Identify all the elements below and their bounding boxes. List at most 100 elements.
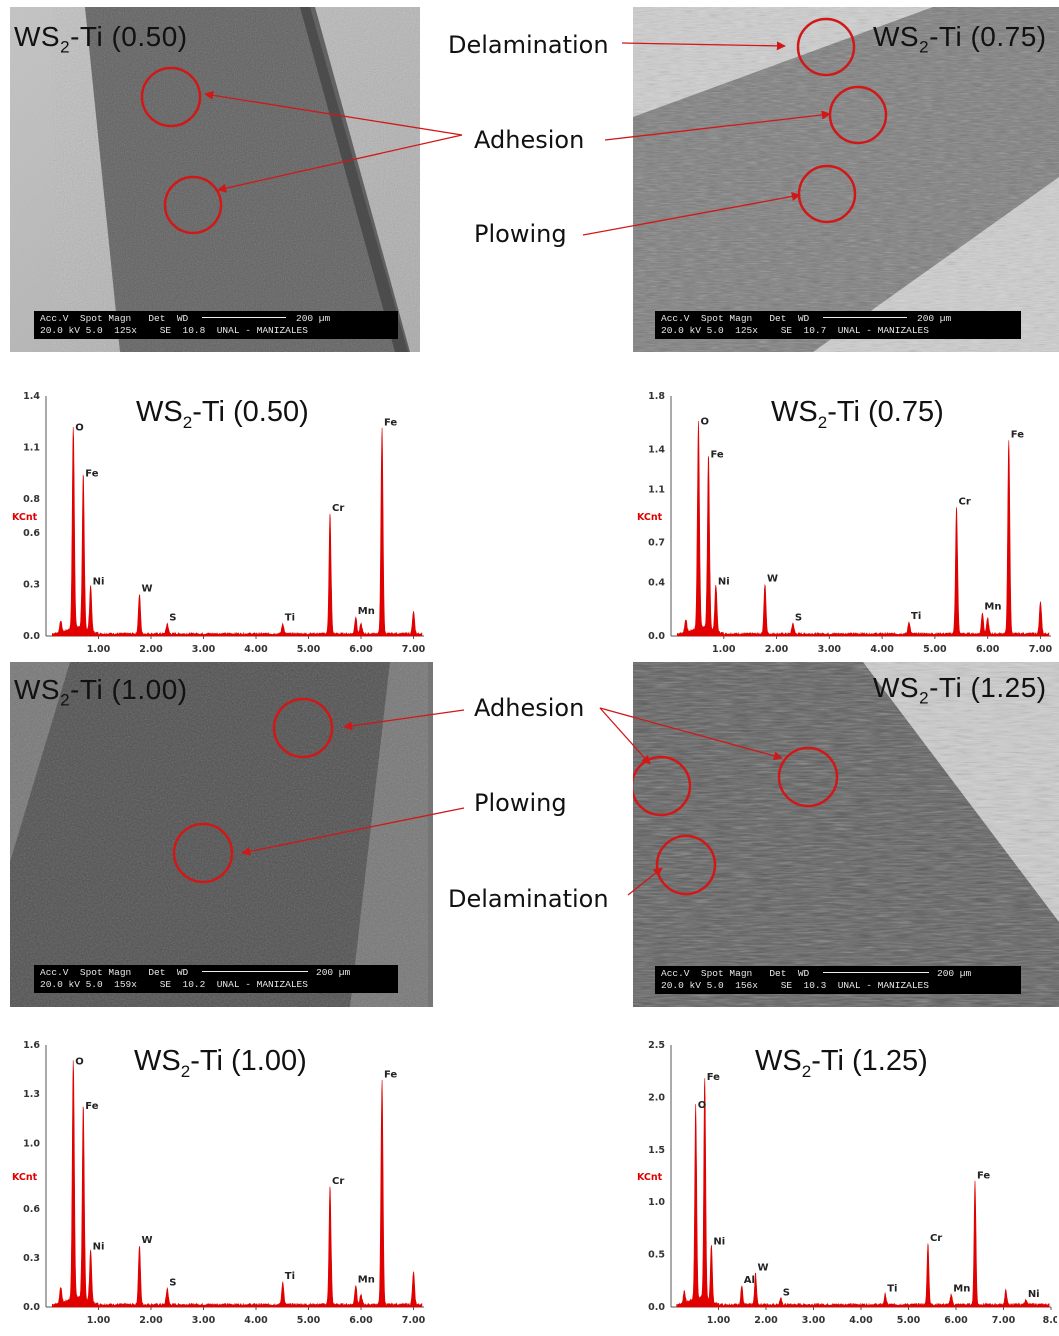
y-tick-label: 0.7: [648, 538, 665, 549]
eds-title: WS2-Ti (1.25): [755, 1045, 928, 1081]
x-tick-label: 1.00: [87, 644, 111, 655]
eds-spectrum-125: 0.0 0.5 1.0 1.5 2.0 2.5 KCnt 1.00 2.00 3.00 4.00 5.…: [633, 1037, 1059, 1331]
x-tick-label: 6.00: [976, 644, 1000, 655]
scale-label: 200 µm: [937, 968, 972, 979]
peak-label: O: [700, 416, 709, 427]
spectrum-area: [676, 1078, 1050, 1308]
x-tick-label: 4.00: [244, 1315, 268, 1326]
y-axis-label: KCnt: [12, 1172, 38, 1183]
spectrum-area: [52, 1060, 423, 1308]
peak-label: O: [75, 422, 84, 433]
y-tick-label: 2.0: [648, 1092, 665, 1103]
peak-label: S: [795, 612, 802, 623]
x-tick-label: 1.00: [712, 644, 736, 655]
x-tick-label: 5.00: [297, 1315, 321, 1326]
peak-label: Mn: [358, 1274, 375, 1285]
y-tick-label: 2.5: [648, 1040, 665, 1051]
y-tick-label: 0.3: [23, 580, 40, 591]
sem-texture: [10, 7, 420, 352]
x-tick-label: 2.00: [139, 644, 163, 655]
x-tick-label: 2.00: [754, 1315, 778, 1326]
x-tick-label: 6.00: [349, 1315, 373, 1326]
peak-label: O: [75, 1057, 84, 1068]
peak-label: O: [698, 1100, 707, 1111]
y-tick-label: 1.8: [648, 391, 665, 402]
x-tick-label: 3.00: [192, 644, 216, 655]
label-adhesion-bottom: Adhesion: [474, 694, 585, 722]
sem-texture: [10, 662, 433, 1007]
peak-label: Cr: [959, 496, 971, 507]
x-tick-label: 7.00: [1029, 644, 1053, 655]
peak-label: Fe: [85, 469, 98, 480]
peak-label: Cr: [332, 503, 344, 514]
sem-databar: Acc.V Spot Magn Det WD 20.0 kV 5.0 156x …: [655, 966, 1021, 994]
sem-texture: [633, 7, 1059, 352]
y-tick-label: 1.0: [648, 1197, 665, 1208]
sem-title: WS2-Ti (1.25): [873, 672, 1047, 708]
peak-label: Fe: [384, 1070, 397, 1081]
peak-label: Fe: [384, 417, 397, 428]
y-tick-label: 1.4: [23, 391, 40, 402]
sem-databar: Acc.V Spot Magn Det WD 20.0 kV 5.0 125x …: [655, 311, 1021, 339]
peak-label: Fe: [1011, 430, 1024, 441]
peak-label: W: [141, 1235, 152, 1246]
scale-label: 200 µm: [296, 313, 331, 324]
peak-label: S: [169, 1278, 176, 1289]
annotation-circle: [777, 746, 839, 808]
x-tick-label: 8.0: [1043, 1315, 1057, 1326]
peak-label: Ti: [285, 613, 295, 624]
label-delamination-top: Delamination: [448, 31, 609, 59]
x-tick-label: 5.00: [897, 1315, 921, 1326]
peak-label: Ni: [718, 576, 730, 587]
x-tick-label: 4.00: [849, 1315, 873, 1326]
peak-label: W: [758, 1263, 769, 1274]
x-tick-label: 5.00: [297, 644, 321, 655]
peak-label: Ni: [713, 1236, 725, 1247]
peak-label: Ti: [911, 611, 921, 622]
peak-label: Cr: [930, 1233, 942, 1244]
eds-title: WS2-Ti (0.75): [771, 396, 944, 432]
annotation-circle: [655, 834, 717, 896]
y-tick-label: 0.0: [648, 631, 665, 642]
y-tick-label: 0.4: [648, 578, 665, 589]
scale-bar: [823, 317, 907, 318]
scale-bar: [202, 971, 308, 972]
peak-label: Cr: [332, 1176, 344, 1187]
x-tick-label: 2.00: [139, 1315, 163, 1326]
peak-label: Ni: [93, 1242, 105, 1253]
x-tick-label: 7.00: [402, 1315, 426, 1326]
peak-label: Fe: [707, 1072, 720, 1083]
sem-image-100: WS2-Ti (1.00) Acc.V Spot Magn Det WD 20.…: [10, 662, 433, 1007]
peak-label: Mn: [358, 606, 375, 617]
sem-image-125: WS2-Ti (1.25) Acc.V Spot Magn Det WD 20.…: [633, 662, 1059, 1007]
annotation-circle: [172, 822, 234, 884]
y-tick-label: 1.4: [648, 444, 665, 455]
y-axis-label: KCnt: [637, 1172, 663, 1183]
x-tick-label: 1.00: [87, 1315, 111, 1326]
x-tick-label: 5.00: [923, 644, 947, 655]
eds-spectrum-100: 0.0 0.3 0.6 1.0 1.3 1.6 KCnt 1.00 2.00 3.00 4.00 5.…: [8, 1037, 430, 1331]
peak-label: Mn: [984, 602, 1001, 613]
peak-label: Ni: [93, 577, 105, 588]
y-tick-label: 0.3: [23, 1253, 40, 1264]
annotation-circle: [163, 175, 223, 235]
peak-label: S: [783, 1288, 790, 1299]
y-tick-label: 0.5: [648, 1250, 665, 1261]
peak-label: Ti: [887, 1284, 897, 1295]
sem-databar: Acc.V Spot Magn Det WD 20.0 kV 5.0 159x …: [34, 965, 398, 993]
sem-texture: [633, 662, 1059, 1007]
y-tick-label: 1.3: [23, 1089, 40, 1100]
spectrum-area: [52, 426, 423, 637]
y-tick-label: 1.5: [648, 1145, 665, 1156]
label-plowing-top: Plowing: [474, 220, 567, 248]
y-tick-label: 0.8: [23, 494, 40, 505]
y-tick-label: 1.6: [23, 1040, 40, 1051]
peak-label: Fe: [85, 1101, 98, 1112]
y-tick-label: 0.0: [648, 1302, 665, 1313]
peak-label: Fe: [977, 1170, 990, 1181]
peak-label: Mn: [953, 1284, 970, 1295]
eds-title: WS2-Ti (0.50): [136, 396, 309, 432]
sem-databar: Acc.V Spot Magn Det WD 20.0 kV 5.0 125x …: [34, 311, 398, 339]
scale-bar: [202, 317, 286, 318]
x-tick-label: 4.00: [870, 644, 894, 655]
